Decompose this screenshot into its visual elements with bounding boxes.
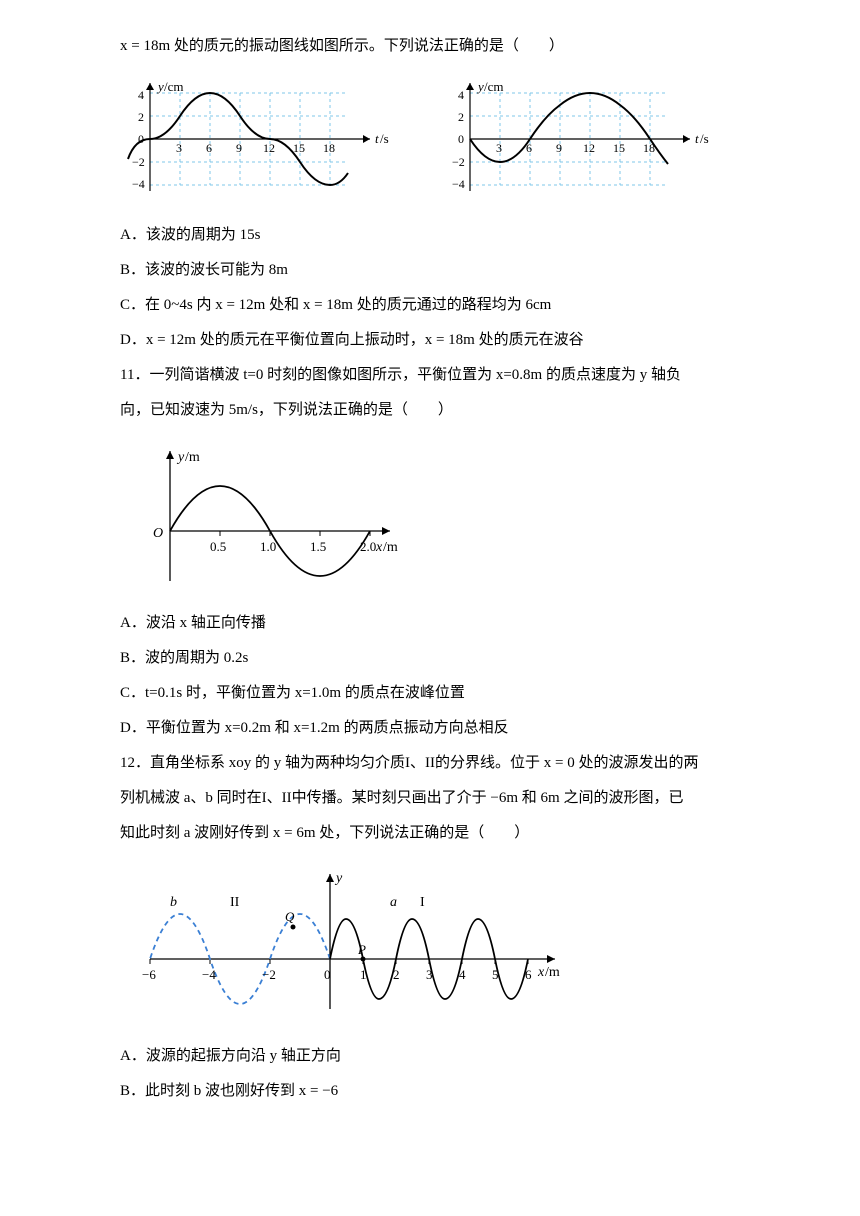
svg-text:0: 0	[458, 132, 464, 146]
svg-text:t: t	[375, 131, 379, 146]
chart4-wrap: y x/m −6 −4 −2 0 1 2 3 4 5 6 b a II I P …	[120, 864, 740, 1024]
q11-line1: 11．一列简谐横波 t=0 时刻的图像如图所示，平衡位置为 x=0.8m 的质点…	[120, 359, 740, 392]
svg-text:6: 6	[206, 141, 212, 155]
svg-text:/cm: /cm	[164, 79, 184, 94]
chart3: y/m O 0.5 1.0 1.5 2.0 x/m	[140, 441, 410, 591]
svg-text:0.5: 0.5	[210, 539, 226, 554]
svg-text:15: 15	[293, 141, 305, 155]
q12-line1: 12．直角坐标系 xoy 的 y 轴为两种均匀介质I、II的分界线。位于 x =…	[120, 747, 740, 780]
svg-text:/cm: /cm	[484, 79, 504, 94]
chart3-wrap: y/m O 0.5 1.0 1.5 2.0 x/m	[120, 441, 740, 591]
svg-text:2: 2	[393, 967, 400, 982]
chart-row: y/cm t/s 4 2 0 −2 −4 3 6 9 12 15 18 y/cm…	[120, 79, 740, 199]
q10-optD: D．x = 12m 处的质元在平衡位置向上振动时，x = 18m 处的质元在波谷	[120, 324, 740, 357]
svg-text:1.5: 1.5	[310, 539, 326, 554]
svg-text:y: y	[334, 871, 343, 886]
svg-text:/m: /m	[185, 450, 200, 465]
svg-text:12: 12	[583, 141, 595, 155]
svg-text:/m: /m	[545, 965, 560, 980]
svg-text:y: y	[176, 450, 185, 465]
svg-text:−4: −4	[202, 967, 216, 982]
svg-text:y: y	[476, 79, 484, 94]
q11-intro1: 一列简谐横波 t=0 时刻的图像如图所示，平衡位置为 x=0.8m 的质点速度为…	[149, 367, 681, 383]
svg-text:O: O	[153, 526, 163, 541]
svg-text:t: t	[695, 131, 699, 146]
svg-text:−2: −2	[452, 155, 465, 169]
svg-text:−2: −2	[132, 155, 145, 169]
q11-optD: D．平衡位置为 x=0.2m 和 x=1.2m 的两质点振动方向总相反	[120, 712, 740, 745]
svg-text:P: P	[357, 942, 366, 957]
svg-text:4: 4	[458, 88, 464, 102]
q11-optA: A．波沿 x 轴正向传播	[120, 607, 740, 640]
q12-intro1: 直角坐标系 xoy 的 y 轴为两种均匀介质I、II的分界线。位于 x = 0 …	[150, 755, 698, 771]
svg-text:5: 5	[492, 967, 499, 982]
svg-text:9: 9	[556, 141, 562, 155]
svg-text:x: x	[537, 965, 545, 980]
q10-optC: C．在 0~4s 内 x = 12m 处和 x = 18m 处的质元通过的路程均…	[120, 289, 740, 322]
svg-text:4: 4	[459, 967, 466, 982]
svg-text:b: b	[170, 895, 177, 910]
svg-text:−2: −2	[262, 967, 276, 982]
svg-text:6: 6	[525, 967, 532, 982]
svg-text:Q: Q	[285, 909, 295, 924]
q10-optA: A．该波的周期为 15s	[120, 219, 740, 252]
q12-intro3: 知此时刻 a 波刚好传到 x = 6m 处，下列说法正确的是（ ）	[120, 817, 740, 850]
svg-text:y: y	[156, 79, 164, 94]
svg-text:18: 18	[323, 141, 335, 155]
svg-text:II: II	[230, 895, 240, 910]
svg-text:a: a	[390, 895, 397, 910]
svg-text:3: 3	[176, 141, 182, 155]
q11-num: 11．	[120, 367, 149, 383]
svg-text:3: 3	[426, 967, 433, 982]
svg-text:/s: /s	[380, 131, 389, 146]
svg-text:/s: /s	[700, 131, 709, 146]
svg-text:6: 6	[526, 141, 532, 155]
q12-num: 12．	[120, 755, 150, 771]
svg-text:2.0: 2.0	[360, 539, 376, 554]
svg-text:18: 18	[643, 141, 655, 155]
q11-optB: B．波的周期为 0.2s	[120, 642, 740, 675]
chart2: y/cm t/s 4 2 0 −2 −4 3 6 9 12 15 18	[440, 79, 730, 199]
svg-text:−4: −4	[452, 177, 465, 191]
svg-text:x: x	[375, 540, 383, 555]
svg-text:2: 2	[138, 110, 144, 124]
svg-text:12: 12	[263, 141, 275, 155]
q12-optA: A．波源的起振方向沿 y 轴正方向	[120, 1040, 740, 1073]
svg-text:15: 15	[613, 141, 625, 155]
svg-text:1: 1	[360, 967, 367, 982]
chart1: y/cm t/s 4 2 0 −2 −4 3 6 9 12 15 18	[120, 79, 410, 199]
q12-optB: B．此时刻 b 波也刚好传到 x = −6	[120, 1075, 740, 1108]
chart4: y x/m −6 −4 −2 0 1 2 3 4 5 6 b a II I P …	[140, 864, 570, 1024]
svg-text:I: I	[420, 895, 425, 910]
q10-optB: B．该波的波长可能为 8m	[120, 254, 740, 287]
svg-text:3: 3	[496, 141, 502, 155]
svg-text:4: 4	[138, 88, 144, 102]
svg-text:0: 0	[324, 967, 331, 982]
q11-intro2: 向，已知波速为 5m/s，下列说法正确的是（ ）	[120, 394, 740, 427]
q12-intro2: 列机械波 a、b 同时在I、II中传播。某时刻只画出了介于 −6m 和 6m 之…	[120, 782, 740, 815]
svg-text:−6: −6	[142, 967, 156, 982]
q11-optC: C．t=0.1s 时，平衡位置为 x=1.0m 的质点在波峰位置	[120, 677, 740, 710]
svg-text:1.0: 1.0	[260, 539, 276, 554]
q10-intro: x = 18m 处的质元的振动图线如图所示。下列说法正确的是（ ）	[120, 30, 740, 63]
svg-text:/m: /m	[383, 540, 398, 555]
svg-text:−4: −4	[132, 177, 145, 191]
svg-text:9: 9	[236, 141, 242, 155]
svg-text:0: 0	[138, 132, 144, 146]
svg-text:2: 2	[458, 110, 464, 124]
